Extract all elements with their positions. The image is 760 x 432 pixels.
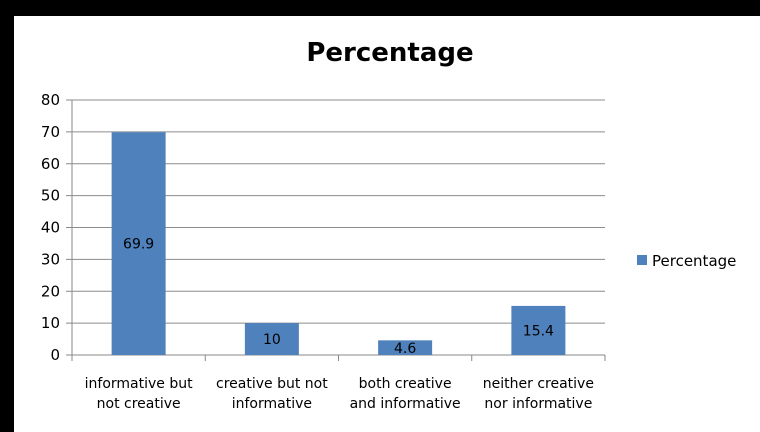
y-tick-label: 20 bbox=[41, 282, 60, 300]
x-axis-labels: informative but not creative creative but … bbox=[71, 355, 606, 412]
legend-swatch bbox=[637, 255, 647, 265]
x-category-label: informative but bbox=[85, 376, 193, 392]
bar bbox=[378, 340, 433, 355]
y-tick-label: 50 bbox=[41, 187, 60, 205]
data-label: 4.6 bbox=[394, 341, 416, 357]
y-axis-ticks: 0 10 20 30 40 50 60 70 80 bbox=[41, 91, 73, 364]
x-category-label: not creative bbox=[97, 396, 181, 412]
x-category-label: nor informative bbox=[484, 396, 592, 412]
bar bbox=[111, 132, 166, 355]
data-label: 69.9 bbox=[123, 237, 154, 253]
x-category-label: creative but not bbox=[216, 376, 328, 392]
y-tick-label: 60 bbox=[41, 155, 60, 173]
legend-label: Percentage bbox=[652, 252, 736, 270]
y-tick-label: 10 bbox=[41, 314, 60, 332]
x-category-label: informative bbox=[232, 396, 312, 412]
x-category-label: neither creative bbox=[483, 376, 594, 392]
chart-title: Percentage bbox=[306, 38, 474, 68]
legend: Percentage bbox=[637, 252, 736, 270]
y-tick-label: 40 bbox=[41, 219, 60, 237]
data-label: 10 bbox=[263, 332, 281, 348]
y-tick-label: 70 bbox=[41, 123, 60, 141]
y-tick-label: 80 bbox=[41, 91, 60, 109]
bar bbox=[244, 323, 299, 355]
bar bbox=[511, 305, 566, 355]
data-label: 15.4 bbox=[523, 323, 554, 339]
x-category-label: both creative bbox=[359, 376, 452, 392]
y-tick-label: 0 bbox=[50, 346, 60, 364]
y-tick-label: 30 bbox=[41, 250, 60, 268]
bars: 69.9 10 4.6 15.4 bbox=[111, 132, 566, 357]
x-category-label: and informative bbox=[350, 396, 461, 412]
